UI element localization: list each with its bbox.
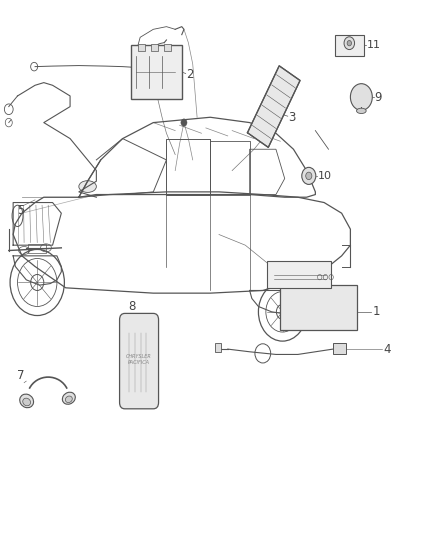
Ellipse shape [65,396,72,402]
Text: 8: 8 [128,300,135,313]
Text: 6: 6 [162,59,170,72]
Bar [138,44,145,51]
Bar [164,44,171,51]
Circle shape [350,84,372,110]
Text: 3: 3 [288,111,296,124]
Text: 4: 4 [383,343,391,356]
Circle shape [181,119,187,126]
Circle shape [347,41,351,46]
Ellipse shape [62,392,75,404]
Text: 9: 9 [374,91,382,103]
Text: 1: 1 [372,305,380,318]
Bar [131,45,182,99]
Text: CHRYSLER
PACIFICA: CHRYSLER PACIFICA [126,354,152,365]
FancyBboxPatch shape [120,313,159,409]
Bar [215,343,221,352]
Bar [335,35,364,56]
Ellipse shape [23,398,31,406]
Ellipse shape [79,181,96,192]
Bar [267,261,331,288]
Bar [28,244,46,253]
Ellipse shape [357,108,366,114]
Text: 2: 2 [186,68,194,81]
Text: 11: 11 [367,41,381,50]
Text: 10: 10 [318,171,332,181]
Bar [280,285,357,330]
Circle shape [306,172,312,180]
Circle shape [302,167,316,184]
Circle shape [344,37,355,50]
Bar [333,343,346,354]
Text: 7: 7 [17,369,24,382]
Text: 5: 5 [18,204,25,217]
Bar [151,44,158,51]
Polygon shape [247,66,300,148]
Ellipse shape [20,394,34,408]
